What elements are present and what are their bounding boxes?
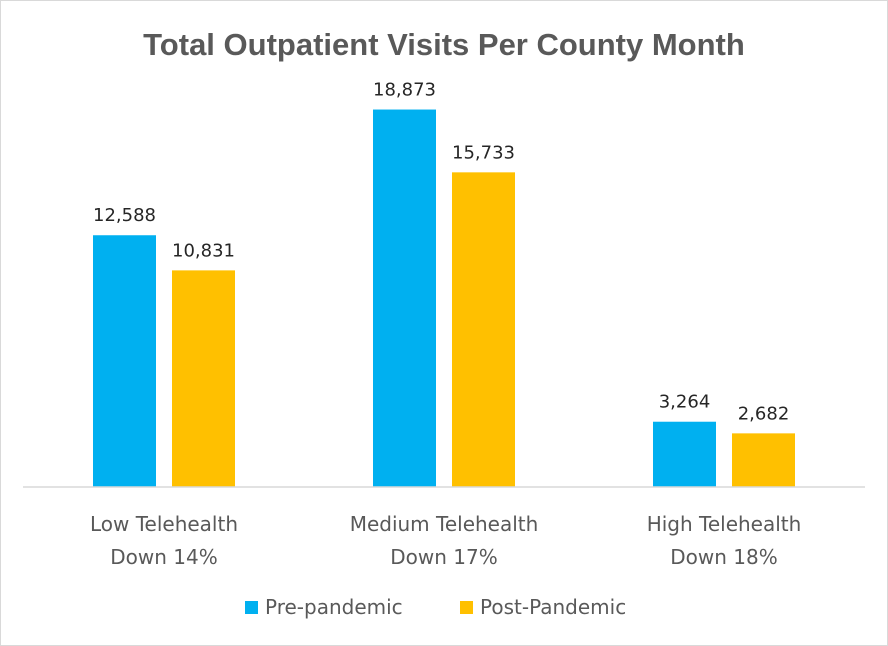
- bar-post-pandemic-2: [732, 433, 795, 487]
- data-label-1-0: 10,831: [172, 240, 235, 261]
- category-label-0-line-0: Low Telehealth: [90, 512, 238, 536]
- category-label-1-line-1: Down 17%: [390, 545, 497, 569]
- bar-pre-pandemic-1: [373, 109, 436, 487]
- bar-post-pandemic-1: [452, 172, 515, 487]
- chart-title: Total Outpatient Visits Per County Month: [143, 27, 745, 62]
- bars-group: [93, 109, 795, 487]
- bar-post-pandemic-0: [172, 270, 235, 487]
- bar-pre-pandemic-0: [93, 235, 156, 487]
- data-label-0-2: 3,264: [659, 392, 711, 413]
- category-label-0-line-1: Down 14%: [110, 545, 217, 569]
- data-label-0-1: 18,873: [373, 80, 436, 101]
- category-labels-group: Low Telehealth Down 14% Medium Telehealth D…: [90, 512, 801, 569]
- legend-label-pre-pandemic: Pre-pandemic: [265, 595, 403, 619]
- category-label-2-line-1: Down 18%: [670, 545, 777, 569]
- legend-swatch-post-pandemic: [460, 601, 473, 614]
- legend: Pre-pandemic Post-Pandemic: [245, 595, 626, 619]
- category-label-2-line-0: High Telehealth: [647, 512, 802, 536]
- category-label-1-line-0: Medium Telehealth: [350, 512, 539, 536]
- data-label-0-0: 12,588: [93, 205, 156, 226]
- data-label-1-2: 2,682: [738, 403, 790, 424]
- data-label-1-1: 15,733: [452, 142, 515, 163]
- data-labels-group: 12,588 10,831 18,873 15,733 3,264 2,682: [93, 80, 789, 425]
- bar-pre-pandemic-2: [653, 421, 716, 487]
- legend-label-post-pandemic: Post-Pandemic: [480, 595, 626, 619]
- legend-swatch-pre-pandemic: [245, 601, 258, 614]
